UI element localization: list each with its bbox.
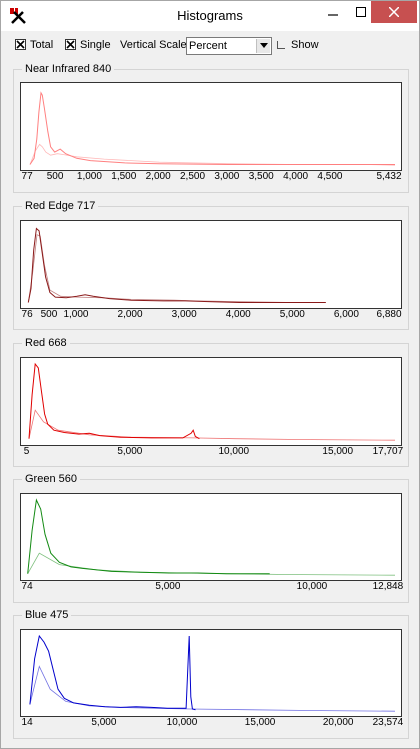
x-tick-label: 77 <box>21 171 33 182</box>
histogram-plot <box>20 82 402 171</box>
single-checkbox[interactable] <box>65 39 76 50</box>
histogram-plot <box>20 220 402 309</box>
x-tick-label: 23,574 <box>372 717 404 728</box>
histogram-svg <box>27 227 326 303</box>
show-label[interactable]: Show <box>291 39 319 51</box>
histogram-line-total <box>29 143 396 166</box>
dropdown-arrow-button[interactable] <box>256 39 270 53</box>
x-tick-label: 1,000 <box>76 171 102 182</box>
histogram-svg <box>28 362 396 441</box>
group-title: Red Edge 717 <box>22 200 99 212</box>
close-icon <box>388 6 400 18</box>
histogram-line-total <box>29 665 396 712</box>
histogram-group-red: Red 668 5 5,000 10,000 15,000 17,707 <box>13 337 409 467</box>
minimize-button[interactable] <box>319 1 347 23</box>
x-tick-label: 10,000 <box>296 581 328 592</box>
histogram-plot <box>20 629 402 717</box>
histogram-svg <box>29 634 396 712</box>
vertical-scale-value: Percent <box>189 40 227 52</box>
x-tick-label: 3,000 <box>214 171 240 182</box>
x-tick-label: 3,000 <box>171 309 197 320</box>
x-tick-label: 4,000 <box>225 309 251 320</box>
minimize-icon <box>328 14 338 16</box>
histogram-group-green: Green 560 74 5,000 10,000 12,848 <box>13 473 409 603</box>
x-tick-label: 3,500 <box>248 171 274 182</box>
histogram-line-total <box>28 409 396 441</box>
x-tick-label: 1,500 <box>111 171 137 182</box>
x-tick-label: 5,432 <box>376 171 402 182</box>
x-tick-label: 5,000 <box>91 717 117 728</box>
histogram-line-single <box>27 498 270 575</box>
histogram-group-red-edge: Red Edge 717 76 500 1,000 2,000 3,000 4,000 5,… <box>13 200 409 330</box>
title-bar[interactable]: Histograms <box>1 1 419 31</box>
x-tick-label: 6,880 <box>376 309 402 320</box>
x-tick-label: 500 <box>40 309 58 320</box>
x-tick-label: 14 <box>21 717 33 728</box>
group-title: Near Infrared 840 <box>22 63 115 75</box>
histogram-line-total <box>27 552 396 576</box>
histogram-svg <box>27 498 396 576</box>
x-tick-label: 1,000 <box>63 309 89 320</box>
total-label[interactable]: Total <box>30 39 54 51</box>
show-checkbox[interactable] <box>277 41 285 49</box>
x-tick-label: 5,000 <box>155 581 181 592</box>
x-tick-label: 10,000 <box>218 446 250 457</box>
x-tick-label: 20,000 <box>322 717 354 728</box>
check-icon <box>16 40 25 49</box>
x-tick-label: 4,000 <box>283 171 309 182</box>
window-title: Histograms <box>177 8 243 23</box>
histogram-line-single <box>29 634 196 711</box>
x-tick-label: 5,000 <box>117 446 143 457</box>
group-title: Green 560 <box>22 473 80 485</box>
x-tick-label: 12,848 <box>372 581 404 592</box>
x-tick-label: 500 <box>46 171 64 182</box>
x-tick-label: 5,000 <box>279 309 305 320</box>
vertical-scale-label: Vertical Scale <box>120 39 187 51</box>
x-tick-label: 2,000 <box>145 171 171 182</box>
x-tick-label: 6,000 <box>333 309 359 320</box>
histogram-plot <box>20 357 402 446</box>
histogram-line-single <box>28 362 200 440</box>
x-tick-label: 2,000 <box>117 309 143 320</box>
x-tick-label: 10,000 <box>166 717 198 728</box>
vertical-scale-select[interactable]: Percent <box>186 37 272 55</box>
x-tick-label: 4,500 <box>317 171 343 182</box>
histogram-group-blue: Blue 475 14 5,000 10,000 15,000 20,000 23,574 <box>13 609 409 739</box>
histogram-plot <box>20 493 402 581</box>
x-tick-label: 5 <box>23 446 30 457</box>
histogram-group-near-infrared: Near Infrared 840 77 500 1,000 1,500 2,000 2,… <box>13 63 409 193</box>
x-tick-label: 15,000 <box>322 446 354 457</box>
x-tick-label: 76 <box>21 309 33 320</box>
chevron-down-icon <box>260 43 268 48</box>
maximize-button[interactable] <box>347 1 375 23</box>
x-tick-label: 74 <box>21 581 33 592</box>
histogram-line-single <box>29 91 395 165</box>
group-title: Blue 475 <box>22 609 72 621</box>
x-tick-label: 17,707 <box>372 446 404 457</box>
histogram-toolbar: Total Single Vertical Scale Percent Show <box>1 35 419 57</box>
app-tools-icon <box>9 7 27 25</box>
x-tick-label: 2,500 <box>179 171 206 182</box>
x-tick-label: 15,000 <box>244 717 276 728</box>
histogram-line-total <box>27 234 326 303</box>
group-title: Red 668 <box>22 337 70 349</box>
maximize-icon <box>356 7 366 17</box>
histogram-svg <box>29 91 396 166</box>
histogram-line-single <box>27 227 326 303</box>
close-button[interactable] <box>371 1 417 23</box>
total-checkbox[interactable] <box>15 39 26 50</box>
check-icon <box>66 40 75 49</box>
single-label[interactable]: Single <box>80 39 111 51</box>
